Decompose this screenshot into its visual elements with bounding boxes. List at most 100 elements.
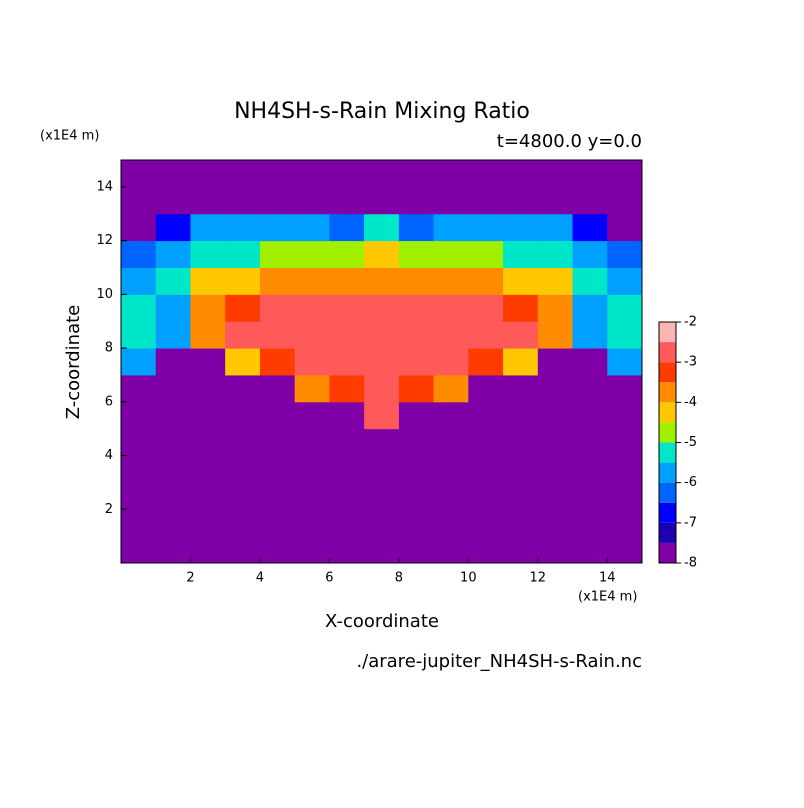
- contour-cell: [607, 321, 643, 349]
- contour-cell: [190, 213, 226, 242]
- colorbar-band: [659, 442, 676, 463]
- y-tick-label: 10: [96, 287, 113, 302]
- contour-cell: [259, 536, 296, 564]
- contour-cell: [121, 482, 157, 510]
- contour-cell: [294, 213, 330, 242]
- contour-cell: [294, 509, 330, 537]
- colorbar-band: [659, 342, 676, 363]
- contour-cell: [190, 294, 226, 322]
- contour-cell: [398, 294, 435, 322]
- contour-cell: [225, 240, 261, 268]
- contour-cell: [190, 267, 226, 295]
- contour-cell: [503, 509, 539, 537]
- contour-cell: [537, 536, 574, 564]
- contour-cell: [398, 267, 435, 295]
- contour-cell: [607, 536, 643, 564]
- contour-cell: [294, 160, 330, 188]
- contour-cell: [537, 455, 574, 483]
- contour-cell: [364, 455, 400, 483]
- contour-cell: [190, 428, 226, 457]
- contour-cell: [537, 374, 574, 403]
- colorbar-band: [659, 382, 676, 403]
- contour-cell: [433, 294, 469, 322]
- contour-cell: [364, 348, 400, 376]
- contour-cell: [329, 401, 365, 430]
- contour-cell: [225, 267, 261, 295]
- contour-cell: [503, 455, 539, 483]
- colorbar-band: [659, 322, 676, 343]
- contour-cell: [572, 536, 608, 564]
- contour-cell: [537, 428, 574, 457]
- contour-cell: [225, 482, 261, 510]
- contour-cell: [121, 267, 157, 295]
- contour-cell: [225, 509, 261, 537]
- contour-cell: [329, 428, 365, 457]
- contour-cell: [433, 186, 469, 215]
- contour-cell: [190, 401, 226, 430]
- contour-cell: [503, 348, 539, 376]
- contour-cell: [607, 482, 643, 510]
- contour-cell: [294, 374, 330, 403]
- contour-cell: [121, 240, 157, 268]
- y-tick-label: 2: [105, 502, 113, 517]
- contour-cell: [259, 428, 296, 457]
- contour-cell: [433, 321, 469, 349]
- contour-cell: [294, 321, 330, 349]
- contour-cell: [503, 267, 539, 295]
- contour-cell: [294, 186, 330, 215]
- colorbar-band: [659, 422, 676, 443]
- contour-cell: [572, 321, 608, 349]
- contour-cell: [155, 536, 191, 564]
- contour-cell: [225, 348, 261, 376]
- contour-cell: [294, 267, 330, 295]
- contour-cell: [190, 536, 226, 564]
- contour-cell: [121, 455, 157, 483]
- contour-cell: [572, 213, 608, 242]
- chart-subtitle: t=4800.0 y=0.0: [497, 131, 642, 152]
- contour-cell: [259, 348, 296, 376]
- contour-cell: [503, 401, 539, 430]
- contour-cell: [294, 240, 330, 268]
- contour-cell: [121, 186, 157, 215]
- contour-cell: [329, 160, 365, 188]
- colorbar-band: [659, 542, 676, 563]
- contour-cell: [503, 428, 539, 457]
- contour-cell: [364, 509, 400, 537]
- contour-cell: [329, 213, 365, 242]
- contour-cell: [537, 348, 574, 376]
- contour-cell: [329, 482, 365, 510]
- y-tick-label: 8: [105, 341, 113, 356]
- contour-cell: [503, 213, 539, 242]
- colorbar-band: [659, 362, 676, 383]
- contour-cell: [364, 482, 400, 510]
- contour-cell: [190, 482, 226, 510]
- contour-cell: [572, 374, 608, 403]
- contour-cell: [572, 160, 608, 188]
- contour-cell: [225, 455, 261, 483]
- contour-cell: [259, 294, 296, 322]
- contour-cell: [155, 348, 191, 376]
- contour-cell: [190, 348, 226, 376]
- contour-cell: [468, 428, 504, 457]
- contour-cell: [294, 294, 330, 322]
- chart-title: NH4SH-s-Rain Mixing Ratio: [234, 99, 530, 124]
- colorbar-band: [659, 482, 676, 503]
- contour-cell: [155, 186, 191, 215]
- contour-cell: [398, 213, 435, 242]
- contour-cell: [329, 536, 365, 564]
- contour-cell: [364, 374, 400, 403]
- contour-cell: [225, 428, 261, 457]
- contour-cell: [259, 186, 296, 215]
- contour-cell: [294, 536, 330, 564]
- contour-cell: [607, 401, 643, 430]
- contour-cell: [259, 267, 296, 295]
- contour-cell: [468, 240, 504, 268]
- contour-cell: [190, 455, 226, 483]
- contour-cell: [225, 321, 261, 349]
- contour-cell: [572, 509, 608, 537]
- colorbar-tick-label: -2: [684, 315, 697, 330]
- contour-cell: [503, 240, 539, 268]
- contour-cell: [155, 401, 191, 430]
- contour-cell: [190, 240, 226, 268]
- contour-cell: [121, 213, 157, 242]
